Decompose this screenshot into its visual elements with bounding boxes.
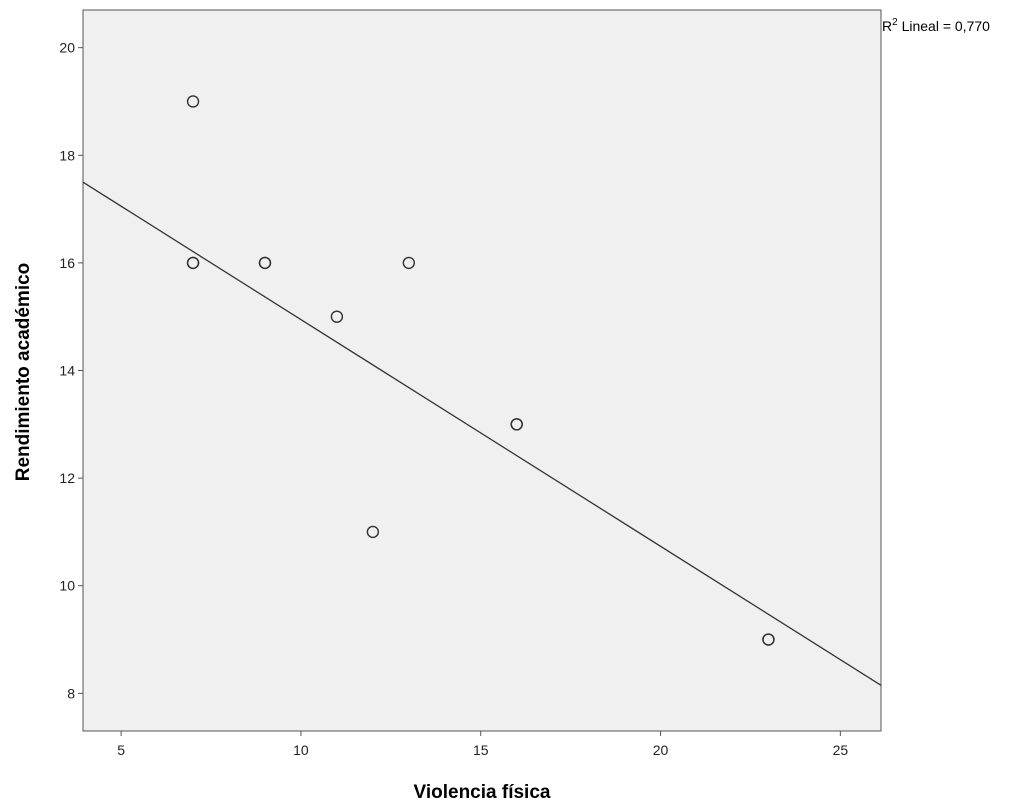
x-tick-label: 5: [117, 742, 125, 758]
data-point: [510, 418, 523, 431]
data-point: [186, 95, 200, 108]
data-points: [186, 95, 775, 646]
data-point: [186, 256, 200, 270]
x-tick-label: 25: [833, 742, 849, 758]
y-tick-label: 12: [59, 470, 75, 486]
data-point: [762, 633, 775, 646]
y-tick-label: 8: [67, 685, 75, 701]
x-axis: 5 10 15 20 25: [117, 731, 848, 758]
fit-line: [82, 181, 882, 686]
x-tick-label: 10: [293, 742, 309, 758]
x-axis-title: Violencia física: [414, 782, 551, 803]
y-axis-title: Rendimiento académico: [13, 263, 34, 482]
y-tick-label: 18: [59, 147, 75, 163]
r2-superscript: 2: [892, 17, 898, 28]
y-tick-label: 16: [59, 255, 75, 271]
y-tick-label: 10: [59, 578, 75, 594]
data-point: [366, 525, 380, 539]
r2-prefix: R: [882, 18, 892, 34]
y-tick-label: 20: [59, 40, 75, 56]
data-point: [258, 256, 272, 270]
r2-annotation: R2 Lineal = 0,770: [882, 17, 990, 34]
data-point: [330, 310, 344, 323]
plot-area: [82, 9, 882, 732]
x-tick-label: 20: [653, 742, 669, 758]
data-point: [402, 256, 416, 270]
y-tick-label: 14: [59, 363, 75, 379]
y-axis: 8 10 12 14 16 18 20: [59, 40, 83, 701]
x-tick-label: 15: [473, 742, 489, 758]
r2-text: Lineal = 0,770: [898, 18, 990, 34]
